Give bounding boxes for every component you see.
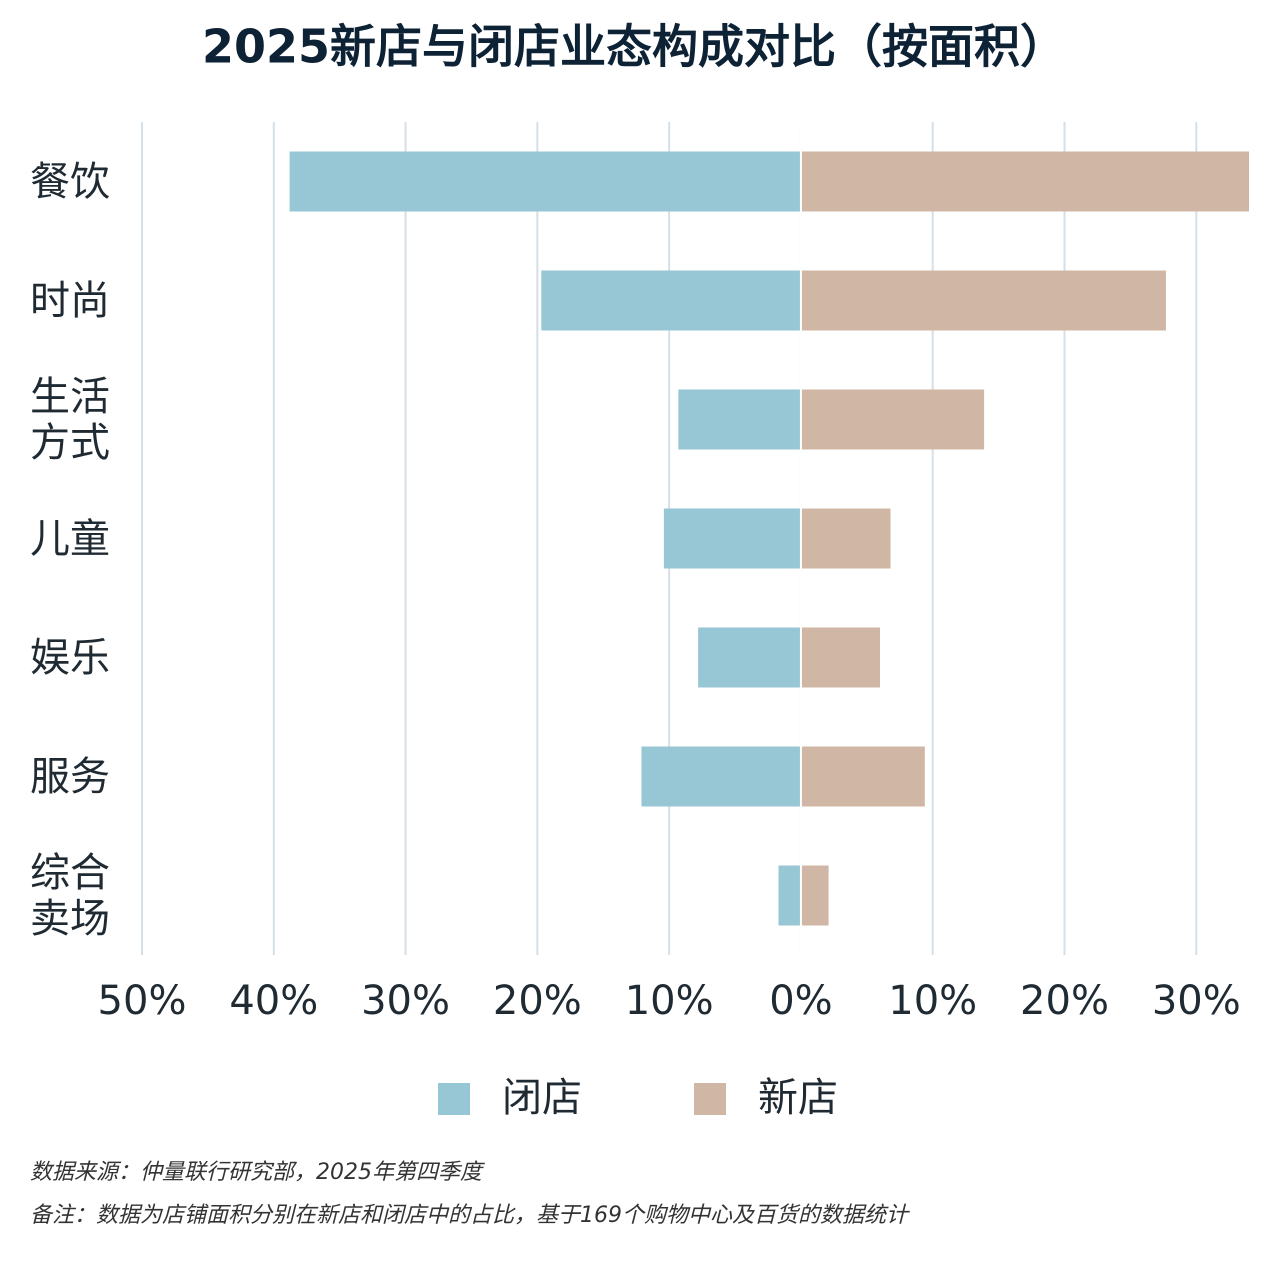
x-tick-label: 20% [1020, 978, 1109, 1024]
bar [778, 865, 801, 926]
x-tick-label: 30% [1152, 978, 1241, 1024]
y-tick-label: 服务 [30, 753, 110, 800]
x-tick-label: 10% [888, 978, 977, 1024]
bar [800, 746, 925, 807]
y-tick-label: 儿童 [30, 515, 110, 562]
y-tick-label: 时尚 [30, 277, 110, 324]
source-note: 数据来源：仲量联行研究部，2025年第四季度 [30, 1160, 485, 1185]
legend-label: 新店 [758, 1075, 838, 1121]
bar [800, 270, 1166, 331]
bar [663, 508, 801, 569]
bar [800, 508, 891, 569]
bar [641, 746, 801, 807]
y-tick-label: 综合卖场 [30, 849, 110, 942]
legend-swatch [694, 1083, 726, 1115]
bar [800, 389, 985, 450]
bar [698, 627, 801, 688]
x-tick-label: 40% [229, 978, 318, 1024]
bar [800, 627, 880, 688]
y-tick-label: 餐饮 [30, 158, 110, 205]
x-tick-label: 10% [625, 978, 714, 1024]
footnote: 备注：数据为店铺面积分别在新店和闭店中的占比，基于169个购物中心及百货的数据统… [30, 1203, 910, 1228]
legend-label: 闭店 [502, 1075, 582, 1121]
bar [678, 389, 801, 450]
legend-swatch [438, 1083, 470, 1115]
bar [800, 865, 829, 926]
y-tick-label: 娱乐 [30, 634, 110, 681]
bar [541, 270, 801, 331]
x-tick-label: 50% [98, 978, 187, 1024]
x-tick-label: 20% [493, 978, 582, 1024]
x-tick-label: 0% [769, 978, 832, 1024]
bar [289, 151, 801, 212]
y-tick-label: 生活方式 [30, 373, 110, 466]
x-tick-label: 30% [361, 978, 450, 1024]
chart-title: 2025新店与闭店业态构成对比（按面积） [202, 20, 1066, 74]
bar [800, 151, 1249, 212]
